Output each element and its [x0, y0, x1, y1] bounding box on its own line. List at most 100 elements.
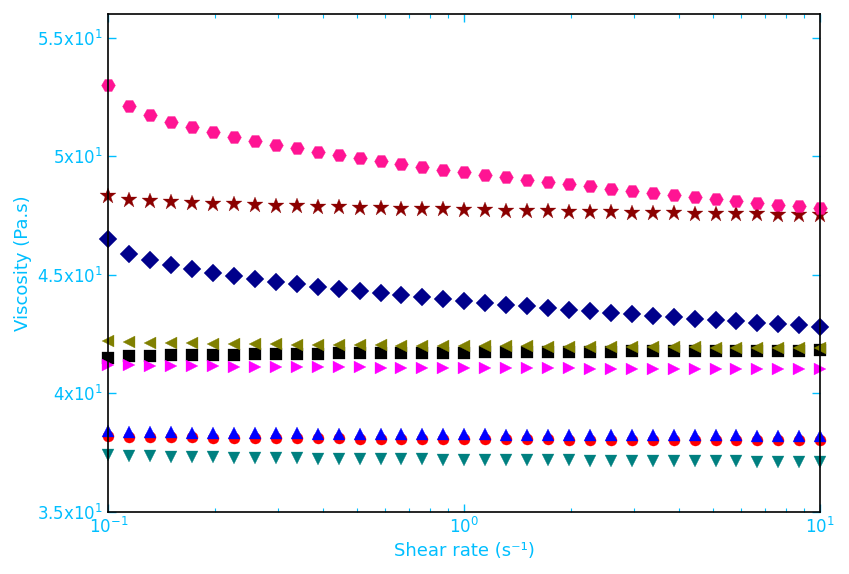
- 0.2 phr: [752, 432, 762, 439]
- 0.2 phr: [166, 429, 177, 436]
- 8.0 phr: [250, 201, 260, 208]
- 0.1 phr: [543, 436, 554, 443]
- 1.0 phr: [773, 344, 784, 351]
- 10 phr: [250, 137, 260, 144]
- 0 phr: [668, 348, 678, 355]
- 2.0 phr: [375, 364, 385, 371]
- 0.1 phr: [250, 435, 260, 441]
- 0 phr: [396, 350, 407, 356]
- 0.2 phr: [292, 430, 302, 437]
- 0.5 phr: [104, 451, 114, 458]
- 0.1 phr: [355, 435, 365, 442]
- 0.2 phr: [711, 432, 721, 439]
- 10 phr: [208, 129, 218, 135]
- 2.0 phr: [585, 365, 595, 372]
- 0.5 phr: [648, 457, 658, 464]
- 8.0 phr: [312, 203, 323, 210]
- 0.5 phr: [711, 458, 721, 465]
- 1.0 phr: [271, 341, 281, 348]
- Line: 0.5 phr: 0.5 phr: [103, 449, 826, 467]
- 4.0 phr: [229, 273, 239, 280]
- 0.2 phr: [585, 432, 595, 439]
- 8.0 phr: [481, 207, 491, 214]
- 8.0 phr: [396, 205, 407, 212]
- 8.0 phr: [187, 199, 197, 206]
- 1.0 phr: [208, 340, 218, 347]
- 0.2 phr: [124, 428, 134, 435]
- 10 phr: [104, 82, 114, 88]
- 0.5 phr: [501, 456, 511, 463]
- 8.0 phr: [564, 208, 574, 215]
- 0.2 phr: [459, 431, 469, 438]
- 0.2 phr: [773, 432, 784, 439]
- 1.0 phr: [711, 344, 721, 351]
- 0.1 phr: [187, 434, 197, 441]
- 0.1 phr: [752, 437, 762, 444]
- 0.2 phr: [815, 432, 825, 439]
- 0 phr: [564, 348, 574, 355]
- 0.5 phr: [187, 453, 197, 460]
- 2.0 phr: [711, 366, 721, 373]
- 8.0 phr: [166, 199, 177, 205]
- 4.0 phr: [773, 321, 784, 328]
- 8.0 phr: [668, 210, 678, 217]
- 2.0 phr: [668, 366, 678, 373]
- 4.0 phr: [522, 303, 532, 310]
- 4.0 phr: [585, 308, 595, 315]
- 2.0 phr: [564, 365, 574, 372]
- 2.0 phr: [731, 366, 741, 373]
- 10 phr: [711, 195, 721, 202]
- 1.0 phr: [522, 343, 532, 350]
- 0.5 phr: [418, 456, 428, 463]
- 2.0 phr: [543, 365, 554, 372]
- 8.0 phr: [418, 205, 428, 212]
- 0.5 phr: [522, 457, 532, 464]
- 0.1 phr: [689, 437, 700, 444]
- 8.0 phr: [689, 210, 700, 217]
- 1.0 phr: [815, 344, 825, 351]
- 0.5 phr: [627, 457, 637, 464]
- 1.0 phr: [375, 342, 385, 349]
- 2.0 phr: [166, 363, 177, 370]
- 1.0 phr: [752, 344, 762, 351]
- 8.0 phr: [271, 202, 281, 209]
- 4.0 phr: [648, 312, 658, 319]
- 0.5 phr: [606, 457, 616, 464]
- 4.0 phr: [396, 292, 407, 298]
- 4.0 phr: [145, 257, 155, 264]
- 8.0 phr: [438, 206, 448, 213]
- 0 phr: [124, 353, 134, 360]
- Line: 4.0 phr: 4.0 phr: [102, 233, 827, 333]
- 4.0 phr: [166, 262, 177, 269]
- 2.0 phr: [438, 364, 448, 371]
- 8.0 phr: [124, 196, 134, 203]
- 10 phr: [438, 166, 448, 173]
- 2.0 phr: [208, 363, 218, 370]
- 4.0 phr: [312, 283, 323, 290]
- 0 phr: [312, 350, 323, 357]
- 1.0 phr: [501, 343, 511, 350]
- 1.0 phr: [334, 342, 344, 348]
- 10 phr: [418, 164, 428, 170]
- 0.5 phr: [689, 457, 700, 464]
- 0.1 phr: [711, 437, 721, 444]
- 1.0 phr: [564, 343, 574, 350]
- 10 phr: [648, 189, 658, 196]
- Line: 1.0 phr: 1.0 phr: [102, 335, 827, 354]
- 0 phr: [292, 351, 302, 358]
- 0.1 phr: [481, 436, 491, 443]
- 1.0 phr: [689, 344, 700, 351]
- 2.0 phr: [396, 364, 407, 371]
- 10 phr: [375, 158, 385, 165]
- 0.1 phr: [145, 433, 155, 440]
- 0.1 phr: [794, 437, 804, 444]
- 1.0 phr: [166, 340, 177, 347]
- 0 phr: [585, 348, 595, 355]
- 0 phr: [711, 347, 721, 354]
- 4.0 phr: [689, 315, 700, 322]
- 0.2 phr: [668, 432, 678, 439]
- 0 phr: [250, 351, 260, 358]
- 0.1 phr: [438, 436, 448, 443]
- 4.0 phr: [627, 311, 637, 317]
- 4.0 phr: [355, 288, 365, 294]
